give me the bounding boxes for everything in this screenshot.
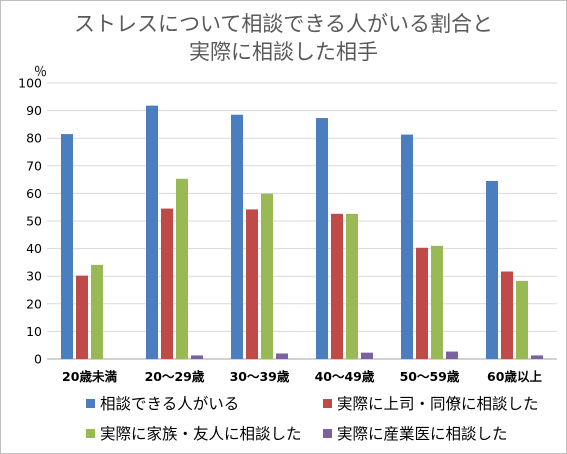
legend-swatch: [323, 398, 332, 408]
bar: [331, 213, 343, 359]
bar: [431, 245, 443, 359]
x-tick-label: 40～49歳: [315, 369, 375, 384]
bar: [191, 355, 203, 359]
bar: [61, 134, 73, 359]
legend-item: 相談できる人がいる: [86, 392, 239, 414]
bar: [531, 355, 543, 359]
bar: [361, 352, 373, 359]
y-tick-label: 100: [18, 76, 42, 91]
legend-swatch: [86, 398, 95, 408]
bar: [176, 178, 188, 359]
bar: [346, 213, 358, 359]
bar: [161, 208, 173, 359]
chart-title-line-2: 実際に相談した相手: [189, 40, 378, 64]
legend-item: 実際に家族・友人に相談した: [86, 422, 302, 444]
legend-swatch: [323, 428, 332, 438]
legend-label: 実際に上司・同僚に相談した: [337, 395, 539, 413]
y-tick-label: 80: [26, 131, 42, 146]
x-tick-label: 20～29歳: [145, 369, 205, 384]
legend-label: 実際に家族・友人に相談した: [100, 425, 302, 443]
x-tick-label: 30～39歳: [230, 369, 290, 384]
bar: [316, 118, 328, 359]
bar: [261, 193, 273, 359]
bar: [246, 209, 258, 359]
y-tick-label: 60: [26, 186, 42, 201]
x-tick-labels: 20歳未満 20～29歳 30～39歳 40～49歳 50～59歳 60歳以上: [62, 369, 542, 384]
y-tick-labels: 0 10 20 30 40 50 60 70 80 90 100: [18, 76, 42, 367]
bar: [401, 134, 413, 359]
bars: [61, 105, 543, 360]
y-tick-label: 70: [26, 158, 42, 173]
bar: [446, 351, 458, 359]
bar: [231, 114, 243, 360]
chart-title-line-1: ストレスについて相談できる人がいる割合と: [74, 12, 493, 36]
bar: [416, 247, 428, 359]
y-tick-label: 10: [26, 324, 42, 339]
y-tick-label: 20: [26, 296, 42, 311]
y-tick-label: 50: [26, 214, 42, 229]
y-tick-label: 30: [26, 269, 42, 284]
x-tick-label: 60歳以上: [487, 369, 542, 384]
y-tick-label: 40: [26, 241, 42, 256]
legend-item: 実際に上司・同僚に相談した: [323, 392, 539, 414]
bar: [91, 264, 103, 359]
bar: [76, 275, 88, 359]
legend-label: 実際に産業医に相談した: [337, 425, 508, 443]
legend-item: 実際に産業医に相談した: [323, 422, 508, 444]
x-tick-label: 50～59歳: [400, 369, 460, 384]
y-tick-label: 90: [26, 103, 42, 118]
bar: [146, 105, 158, 359]
x-tick-label: 20歳未満: [62, 369, 117, 384]
bar: [486, 180, 498, 359]
gridlines: [47, 82, 557, 360]
legend-label: 相談できる人がいる: [100, 395, 240, 413]
bar: [501, 271, 513, 359]
y-axis-label: ％: [34, 65, 47, 80]
legend-swatch: [86, 428, 95, 438]
bar: [516, 280, 528, 359]
bar: [276, 353, 288, 359]
y-tick-label: 0: [34, 352, 42, 367]
